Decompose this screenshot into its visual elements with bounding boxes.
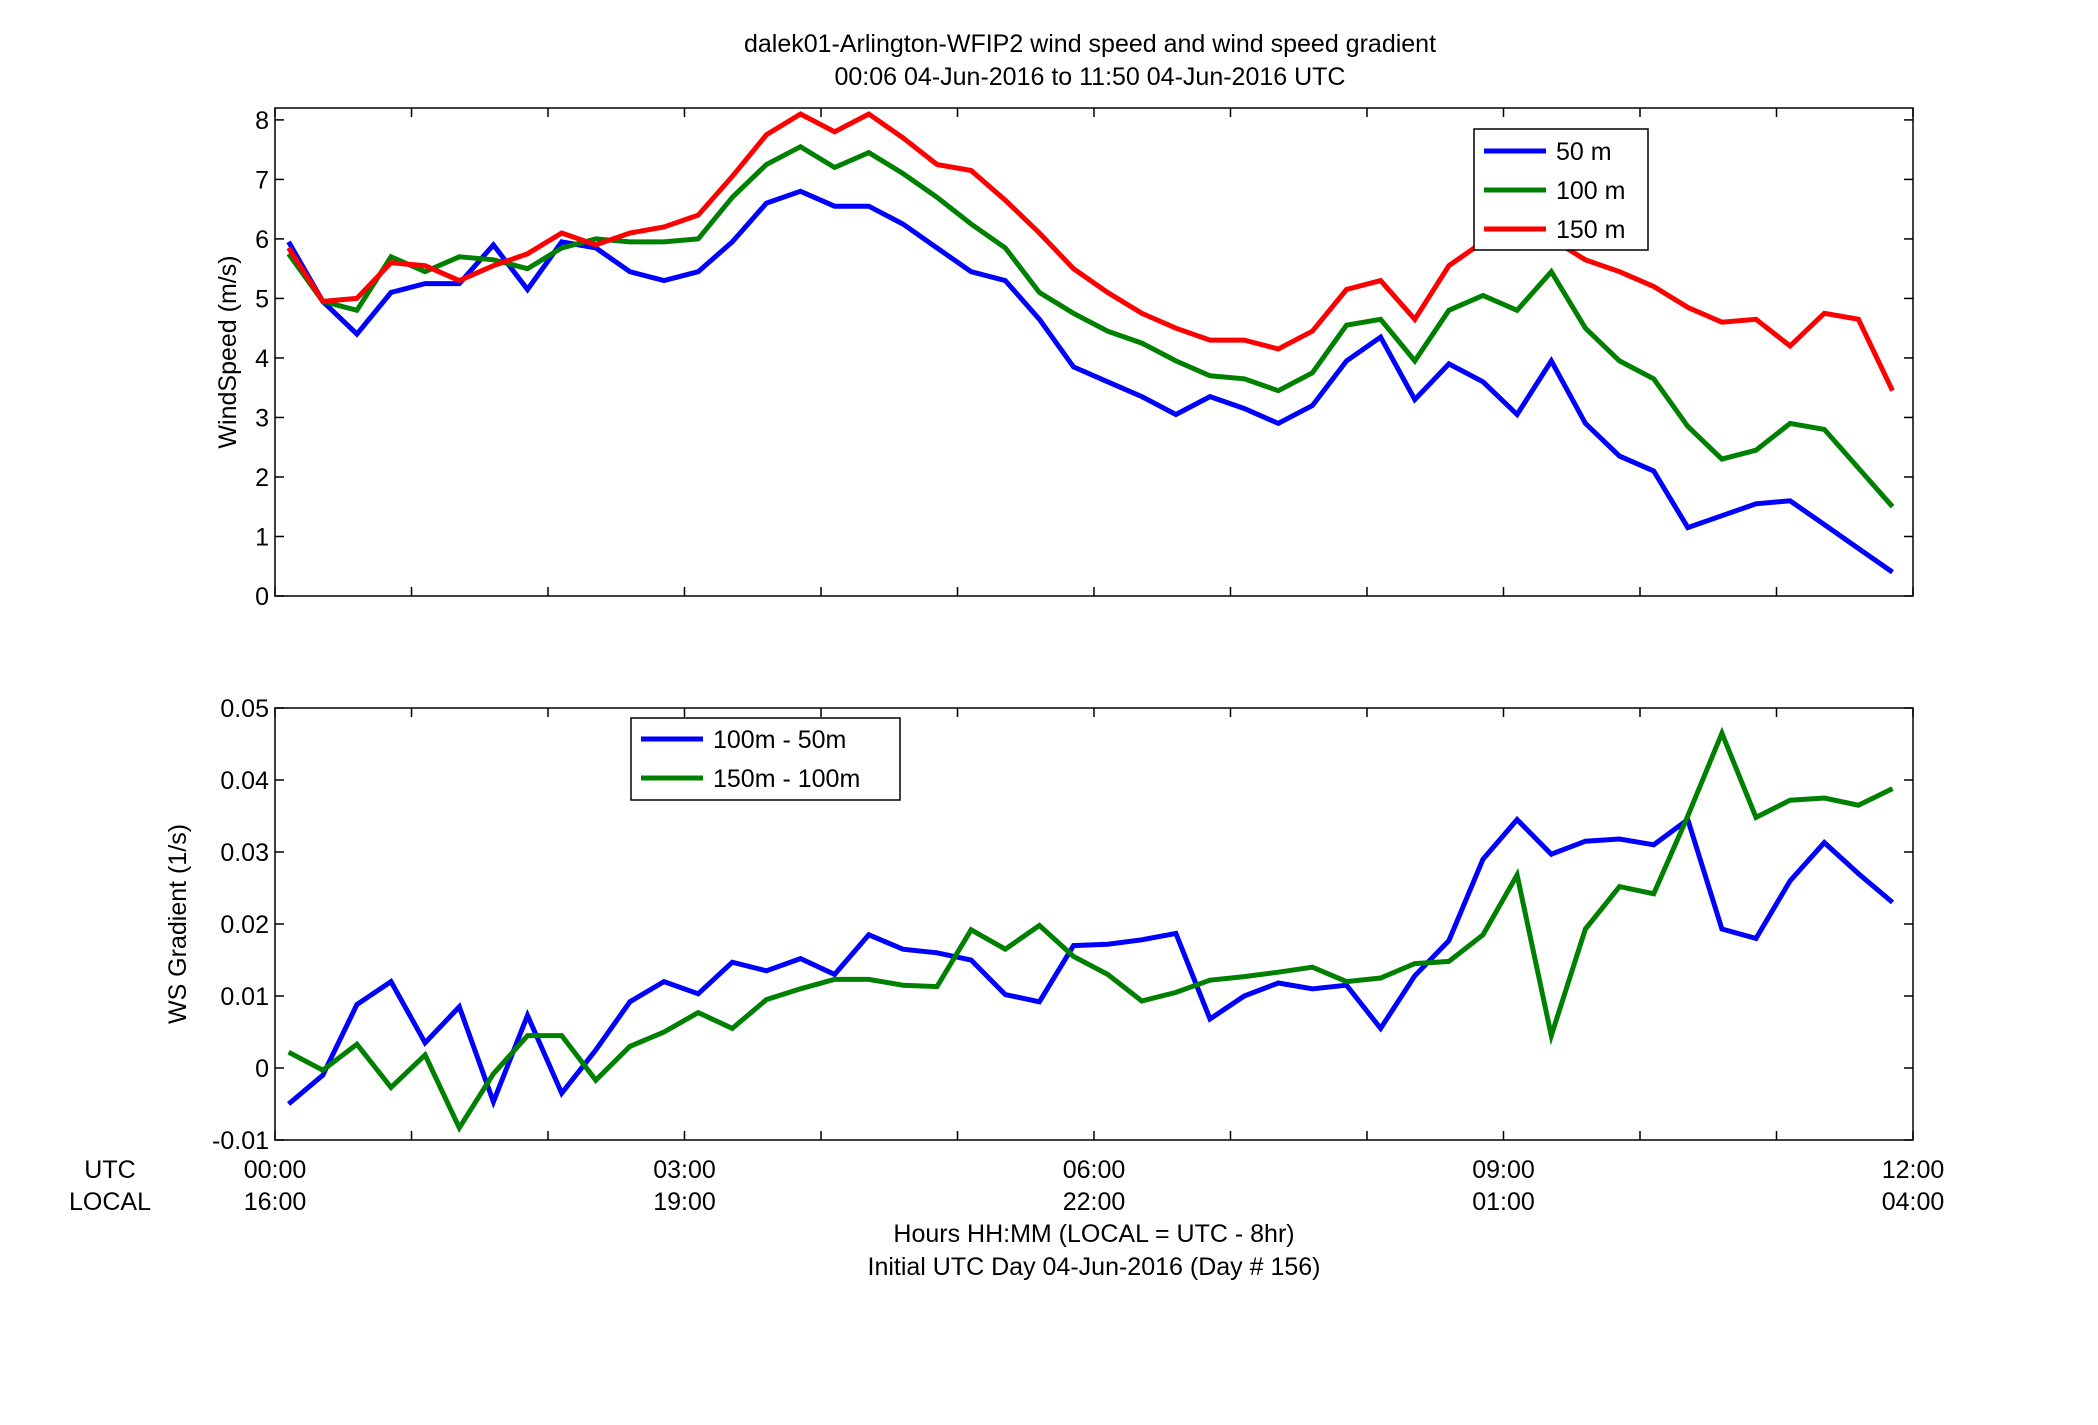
windspeed-ytick-label: 0 — [255, 583, 269, 611]
windspeed-ytick-label: 5 — [255, 285, 269, 313]
legend-label-150m-100m: 150m - 100m — [713, 765, 860, 793]
xtick-label-local: 22:00 — [1063, 1188, 1126, 1216]
windspeed-ytick-label: 8 — [255, 107, 269, 135]
gradient-ytick-label: 0 — [255, 1055, 269, 1083]
windspeed-ytick-label: 2 — [255, 464, 269, 492]
xtick-label-utc: 09:00 — [1472, 1156, 1535, 1184]
gradient-y-axis: -0.01 0 0.01 0.02 0.03 0.04 0.05 — [212, 695, 1913, 1155]
x-axis-sublabel: Initial UTC Day 04-Jun-2016 (Day # 156) — [868, 1253, 1321, 1281]
xtick-label-utc: 06:00 — [1063, 1156, 1126, 1184]
xtick-label-local: 16:00 — [244, 1188, 307, 1216]
legend-label-100m: 100 m — [1556, 177, 1625, 205]
windspeed-y-axis-label: WindSpeed (m/s) — [214, 255, 242, 448]
legend-label-150m: 150 m — [1556, 216, 1625, 244]
xtick-label-utc: 03:00 — [653, 1156, 716, 1184]
windspeed-legend: 50 m 100 m 150 m — [1473, 128, 1649, 251]
gradient-x-axis — [274, 708, 1914, 1140]
windspeed-panel: 0 1 2 3 4 5 6 7 8 WindSpeed (m/s) 50 m 100 m 150… — [214, 107, 1914, 611]
chart-subtitle: 00:06 04-Jun-2016 to 11:50 04-Jun-2016 U… — [835, 63, 1346, 91]
windspeed-plot-area — [274, 107, 1914, 597]
legend-label-50m: 50 m — [1556, 138, 1612, 166]
xtick-label-local: 01:00 — [1472, 1188, 1535, 1216]
gradient-ytick-label: 0.03 — [220, 839, 269, 867]
gradient-panel: -0.01 0 0.01 0.02 0.03 0.04 0.05 WS Gradient (… — [164, 695, 1914, 1155]
gradient-series-100m-50m — [286, 815, 1895, 1109]
xtick-label-local: 19:00 — [653, 1188, 716, 1216]
chart-title: dalek01-Arlington-WFIP2 wind speed and w… — [744, 30, 1436, 58]
windspeed-ytick-label: 6 — [255, 226, 269, 254]
windspeed-ytick-label: 4 — [255, 345, 269, 373]
gradient-y-axis-label: WS Gradient (1/s) — [164, 824, 192, 1024]
gradient-ytick-label: 0.02 — [220, 911, 269, 939]
windspeed-x-axis — [274, 108, 1914, 596]
gradient-ytick-label: 0.01 — [220, 983, 269, 1011]
legend-label-100m-50m: 100m - 50m — [713, 726, 846, 754]
windspeed-ytick-label: 7 — [255, 166, 269, 194]
gradient-ytick-label: 0.05 — [220, 695, 269, 723]
windspeed-ytick-label: 3 — [255, 404, 269, 432]
xtick-label-utc: 00:00 — [244, 1156, 307, 1184]
x-axis-label: Hours HH:MM (LOCAL = UTC - 8hr) — [893, 1220, 1294, 1248]
gradient-legend: 100m - 50m 150m - 100m — [630, 717, 901, 801]
gradient-ytick-label: 0.04 — [220, 767, 269, 795]
windspeed-series-150-m — [286, 111, 1895, 392]
windspeed-y-axis: 0 1 2 3 4 5 6 7 8 — [255, 107, 1913, 611]
windspeed-ytick-label: 1 — [255, 523, 269, 551]
utc-row-label: UTC — [84, 1156, 135, 1184]
gradient-legend-box — [630, 717, 901, 801]
gradient-ytick-label: -0.01 — [212, 1127, 269, 1155]
time-axis-labels: 00:00 16:00 03:00 19:00 06:00 22:00 09:00 01:00… — [244, 1156, 1945, 1216]
local-row-label: LOCAL — [69, 1188, 151, 1216]
gradient-series — [286, 726, 1895, 1133]
windspeed-series — [286, 111, 1895, 575]
windspeed-series-100-m — [286, 143, 1895, 509]
xtick-label-utc: 12:00 — [1882, 1156, 1945, 1184]
gradient-series-150m-100m — [287, 726, 1894, 1133]
xtick-label-local: 04:00 — [1882, 1188, 1945, 1216]
gradient-plot-area — [274, 707, 1914, 1141]
